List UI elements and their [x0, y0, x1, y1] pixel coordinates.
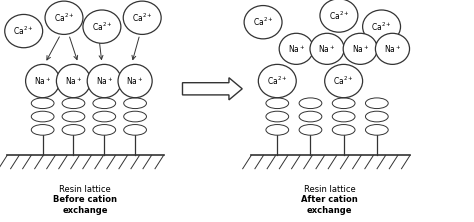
Text: Na$^+$: Na$^+$: [65, 75, 82, 87]
Text: Resin lattice: Resin lattice: [303, 185, 356, 194]
Text: Before cation
exchange: Before cation exchange: [53, 195, 118, 216]
Ellipse shape: [343, 33, 377, 64]
Ellipse shape: [310, 33, 344, 64]
Text: Ca$^{2+}$: Ca$^{2+}$: [328, 9, 349, 22]
Circle shape: [31, 125, 54, 135]
FancyArrow shape: [182, 78, 242, 100]
Circle shape: [266, 125, 289, 135]
Ellipse shape: [320, 0, 358, 32]
Text: Ca$^{2+}$: Ca$^{2+}$: [13, 25, 34, 37]
Ellipse shape: [118, 64, 152, 98]
Text: Na$^+$: Na$^+$: [127, 75, 144, 87]
Text: Ca$^{2+}$: Ca$^{2+}$: [267, 75, 288, 87]
Circle shape: [93, 125, 116, 135]
Circle shape: [365, 111, 388, 122]
Circle shape: [124, 98, 146, 109]
Ellipse shape: [123, 1, 161, 34]
Ellipse shape: [45, 1, 83, 34]
Ellipse shape: [244, 6, 282, 39]
Text: Ca$^{2+}$: Ca$^{2+}$: [91, 20, 112, 33]
Circle shape: [93, 111, 116, 122]
Circle shape: [365, 98, 388, 109]
Circle shape: [365, 125, 388, 135]
Circle shape: [266, 98, 289, 109]
Ellipse shape: [325, 64, 363, 98]
Circle shape: [299, 98, 322, 109]
Text: After cation
exchange: After cation exchange: [301, 195, 358, 216]
Ellipse shape: [258, 64, 296, 98]
Circle shape: [299, 111, 322, 122]
Circle shape: [332, 125, 355, 135]
Text: Na$^+$: Na$^+$: [288, 43, 305, 55]
Ellipse shape: [26, 64, 60, 98]
Text: Ca$^{2+}$: Ca$^{2+}$: [132, 12, 153, 24]
Ellipse shape: [83, 10, 121, 43]
Circle shape: [31, 111, 54, 122]
Ellipse shape: [375, 33, 410, 64]
Ellipse shape: [5, 14, 43, 48]
Text: Ca$^{2+}$: Ca$^{2+}$: [371, 20, 392, 33]
Text: Na$^+$: Na$^+$: [319, 43, 336, 55]
Ellipse shape: [279, 33, 313, 64]
Ellipse shape: [87, 64, 121, 98]
Circle shape: [332, 98, 355, 109]
Text: Na$^+$: Na$^+$: [34, 75, 51, 87]
Text: Na$^+$: Na$^+$: [96, 75, 113, 87]
Circle shape: [62, 111, 85, 122]
Circle shape: [31, 98, 54, 109]
Circle shape: [93, 98, 116, 109]
Circle shape: [124, 125, 146, 135]
Circle shape: [62, 125, 85, 135]
Text: Na$^+$: Na$^+$: [384, 43, 401, 55]
Circle shape: [332, 111, 355, 122]
Ellipse shape: [363, 10, 401, 43]
Circle shape: [124, 111, 146, 122]
Text: Ca$^{2+}$: Ca$^{2+}$: [253, 16, 273, 28]
Text: Resin lattice: Resin lattice: [59, 185, 111, 194]
Text: Na$^+$: Na$^+$: [352, 43, 369, 55]
Ellipse shape: [56, 64, 91, 98]
Circle shape: [299, 125, 322, 135]
Text: Ca$^{2+}$: Ca$^{2+}$: [54, 12, 74, 24]
Text: Ca$^{2+}$: Ca$^{2+}$: [333, 75, 354, 87]
Circle shape: [266, 111, 289, 122]
Circle shape: [62, 98, 85, 109]
